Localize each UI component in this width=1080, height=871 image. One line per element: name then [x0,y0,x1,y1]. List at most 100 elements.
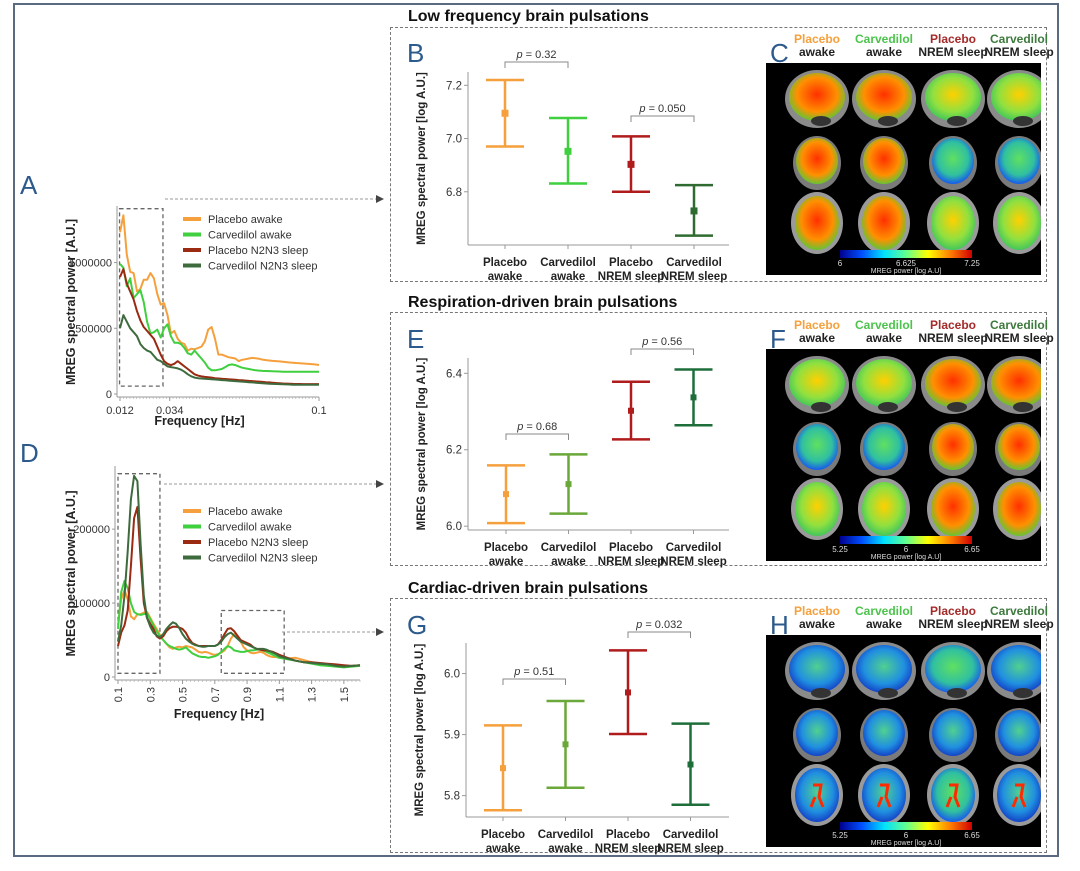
coronal-slice [863,424,905,470]
colorbar [840,250,972,258]
colorbar-min-label: 5.25 [832,831,848,840]
legend-label: Carvedilol awake [208,522,292,534]
cerebellum-shadow [1013,688,1033,698]
x-axis-label: Frequency [Hz] [174,707,264,721]
condition-label: Placebo [793,318,841,332]
state-label: NREM sleep [984,617,1054,631]
legend-label: Carvedilol N2N3 sleep [208,261,317,273]
sagittal-slice [991,645,1047,693]
brain-column-header: Carvedilol NREM sleep [969,605,1069,631]
legend-label: Placebo awake [208,506,283,518]
colorbar-title: MREG power [log A.U] [871,268,941,275]
state-label: NREM sleep [918,617,988,631]
highlight-box [118,208,164,387]
colorbar [840,536,972,544]
x-tick-label: 1.5 [339,687,351,702]
ventricle-highlight [1011,783,1027,808]
cerebellum-shadow [811,688,831,698]
coronal-slice [932,138,974,184]
state-label: awake [865,617,903,631]
series-line-placebo-n2n3-sleep [119,268,319,386]
cerebellum-shadow [1013,402,1033,412]
legend-label: Placebo N2N3 sleep [208,245,308,257]
condition-label: Carvedilol [989,604,1049,618]
connector-d-to-e [164,480,384,488]
colorbar-min-label: 5.25 [832,545,848,554]
brain-column-header: Carvedilol awake [834,33,934,59]
series-line-carvedilol-awake [119,263,319,373]
state-label: awake [798,617,836,631]
state-label: NREM sleep [918,331,988,345]
axial-slice [862,482,906,536]
axial-slice [795,768,839,822]
axial-slice [795,196,839,250]
panel-box-ef [390,312,1047,566]
state-label: NREM sleep [918,45,988,59]
axial-slice [931,196,975,250]
condition-label: Carvedilol [854,32,914,46]
axial-slice [997,482,1041,536]
arrow-head-icon [376,195,384,203]
legend-label: Carvedilol N2N3 sleep [208,553,317,565]
condition-label: Placebo [929,318,977,332]
y-tick-label: 0 [104,672,110,684]
panel-box-bc [390,27,1047,282]
state-label: awake [798,331,836,345]
x-tick-label: 0.3 [145,687,157,702]
coronal-slice [796,710,838,756]
legend-label: Placebo N2N3 sleep [208,537,308,549]
condition-label: Placebo [793,604,841,618]
panel-letter-a: A [20,170,38,200]
coronal-slice [998,424,1040,470]
state-label: awake [865,45,903,59]
state-label: NREM sleep [984,331,1054,345]
section-title-low-frequency: Low frequency brain pulsations [408,8,649,25]
series-line-carvedilol-awake [117,579,361,669]
colorbar-min-label: 6 [838,259,843,268]
coronal-slice [796,138,838,184]
cerebellum-shadow [811,402,831,412]
x-tick-label: 0.012 [106,405,134,417]
condition-label: Carvedilol [989,318,1049,332]
cerebellum-shadow [878,116,898,126]
x-axis-label: Frequency [Hz] [154,414,244,428]
condition-label: Placebo [929,32,977,46]
y-tick-label: 1000000 [69,258,112,270]
colorbar-max-label: 6.65 [964,831,980,840]
colorbar-title: MREG power [log A.U] [871,840,941,847]
panel-letter-e: E [407,324,425,354]
sagittal-slice [856,359,912,407]
chart-a: 0 500000 1000000 0.012 0.034 0.1 Frequency [Hz… [64,206,327,428]
y-tick-label: 200000 [73,524,110,536]
connector-d-to-g [282,628,384,636]
highlight-box [220,609,285,674]
brain-column-header: Carvedilol NREM sleep [969,33,1069,59]
y-tick-label: 100000 [73,598,110,610]
axial-slice [997,196,1041,250]
x-tick-label: 0.9 [242,687,254,702]
brain-map-image: 6 6.625 7.25 MREG power [log A.U] [766,63,1051,275]
cerebellum-shadow [947,116,967,126]
panel-letter-c: C [770,38,789,68]
panel-box-gh [390,598,1047,853]
ventricle-highlight [876,783,892,808]
axial-slice [795,482,839,536]
panel-letter-g: G [407,610,428,640]
brain-column-header: Placebo NREM sleep [903,33,1003,59]
sagittal-slice [789,645,845,693]
brain-column-header: Carvedilol awake [834,605,934,631]
panel-letter-d: D [20,438,39,468]
panel-letter-f: F [770,324,786,354]
sagittal-slice [925,73,981,121]
brain-column-header: Placebo awake [767,319,867,345]
sagittal-slice [856,73,912,121]
colorbar-mid-label: 6 [904,545,909,554]
condition-label: Placebo [793,32,841,46]
coronal-slice [998,138,1040,184]
cerebellum-shadow [947,688,967,698]
figure-frame [13,3,1059,857]
y-tick-label: 0 [106,389,112,401]
series-line-carvedilol-n2n3-sleep [117,474,361,668]
condition-label: Carvedilol [854,604,914,618]
sagittal-slice [925,645,981,693]
